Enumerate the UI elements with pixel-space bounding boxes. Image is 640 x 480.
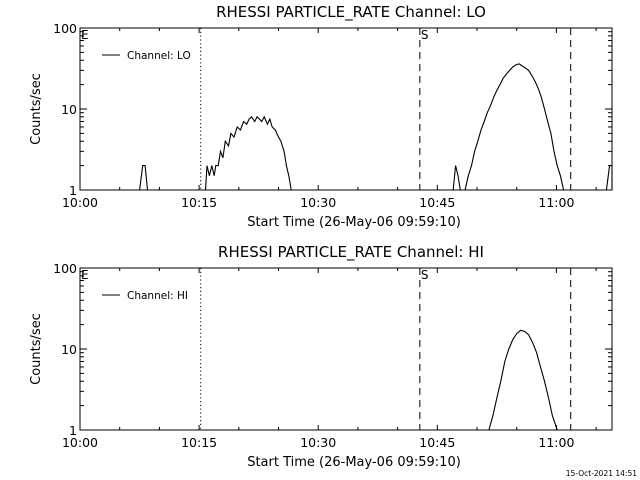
y-tick-label: 100 (53, 261, 77, 276)
y-tick-label: 100 (53, 21, 77, 36)
x-tick-label: 11:00 (538, 195, 574, 210)
x-tick-label: 10:15 (181, 435, 217, 450)
x-axis-label: Start Time (26-May-06 09:59:10) (247, 455, 461, 470)
event-marker-label: E (81, 268, 89, 282)
data-series-line (204, 115, 292, 191)
x-tick-label: 10:00 (62, 195, 98, 210)
data-series-line (452, 165, 461, 191)
data-series-line (488, 329, 558, 431)
y-tick-label: 10 (61, 102, 77, 117)
data-series-line (464, 63, 565, 191)
x-tick-label: 10:45 (419, 435, 455, 450)
y-tick-label: 1 (69, 423, 77, 438)
panel-hi: RHESSI PARTICLE_RATE Channel: HI 10:00 10:… (29, 243, 613, 470)
panel-lo: RHESSI PARTICLE_RATE Channel: LO 10:00 10:… (29, 3, 613, 230)
generation-timestamp: 15-Oct-2021 14:51 (566, 469, 637, 478)
y-axis-label: Counts/sec (29, 73, 44, 145)
event-marker-label: E (81, 28, 89, 42)
x-tick-label: 11:00 (538, 435, 574, 450)
event-marker-label: S (421, 268, 429, 282)
data-series-line (139, 165, 149, 191)
x-tick-label: 10:30 (300, 195, 336, 210)
y-axis-label: Counts/sec (29, 313, 44, 385)
y-tick-label: 10 (61, 342, 77, 357)
event-marker-label: S (421, 28, 429, 42)
legend-label: Channel: HI (127, 290, 188, 302)
x-tick-label: 10:30 (300, 435, 336, 450)
x-axis-label: Start Time (26-May-06 09:59:10) (247, 215, 461, 230)
data-series-line (605, 165, 613, 191)
legend-label: Channel: LO (127, 50, 191, 62)
y-tick-label: 1 (69, 183, 77, 198)
x-tick-label: 10:00 (62, 435, 98, 450)
x-tick-label: 10:15 (181, 195, 217, 210)
chart-title: RHESSI PARTICLE_RATE Channel: LO (216, 3, 486, 22)
chart-title: RHESSI PARTICLE_RATE Channel: HI (218, 243, 484, 262)
x-tick-label: 10:45 (419, 195, 455, 210)
